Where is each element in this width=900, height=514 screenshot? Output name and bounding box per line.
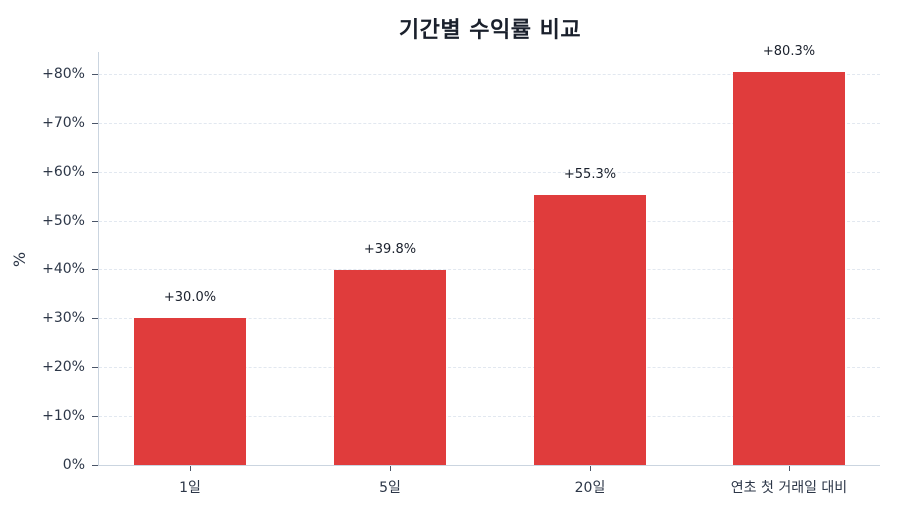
y-tick-mark (92, 73, 98, 75)
y-tick-label: +10% (42, 408, 85, 425)
y-axis-label: % (10, 251, 30, 268)
y-tick-mark (92, 318, 98, 320)
x-tick-mark (190, 466, 191, 471)
y-tick-mark (92, 122, 98, 124)
chart-title: 기간별 수익률 비교 (398, 18, 582, 43)
bar (334, 270, 446, 465)
bar-value-label: +80.3% (762, 44, 816, 60)
gridline (99, 367, 880, 369)
y-tick-label: +30% (42, 310, 85, 327)
gridline (99, 220, 880, 222)
y-tick-mark (92, 220, 98, 222)
x-tick-mark (789, 466, 790, 471)
y-tick-label: +70% (42, 114, 85, 131)
gridline (99, 318, 880, 320)
gridline (99, 269, 880, 271)
x-tick-label: 연초 첫 거래일 대비 (730, 480, 848, 496)
x-tick-mark (590, 466, 591, 471)
y-tick-mark (92, 416, 98, 418)
bar-value-label: +39.8% (363, 242, 417, 258)
x-tick-label: 20일 (574, 480, 606, 496)
bar (733, 72, 845, 465)
gridline (99, 171, 880, 173)
y-tick-label: +80% (42, 65, 85, 82)
y-tick-mark (92, 367, 98, 369)
y-tick-mark (92, 465, 98, 466)
y-tick-label: +60% (42, 163, 85, 180)
y-tick-label: 0% (62, 457, 85, 473)
bar-value-label: +30.0% (163, 290, 217, 306)
bar-value-label: +55.3% (563, 166, 617, 182)
x-axis-line (98, 465, 880, 466)
gridline (99, 416, 880, 418)
y-tick-label: +20% (42, 359, 85, 376)
y-tick-label: +40% (42, 261, 85, 278)
y-tick-label: +50% (42, 212, 85, 229)
bar (134, 318, 246, 465)
x-tick-mark (390, 466, 391, 471)
gridline (99, 122, 880, 124)
y-tick-mark (92, 171, 98, 173)
bar (534, 194, 646, 465)
x-tick-label: 1일 (179, 480, 201, 496)
x-tick-label: 5일 (379, 480, 401, 496)
gridline (99, 73, 880, 75)
y-tick-mark (92, 269, 98, 271)
y-axis-line (98, 52, 99, 466)
